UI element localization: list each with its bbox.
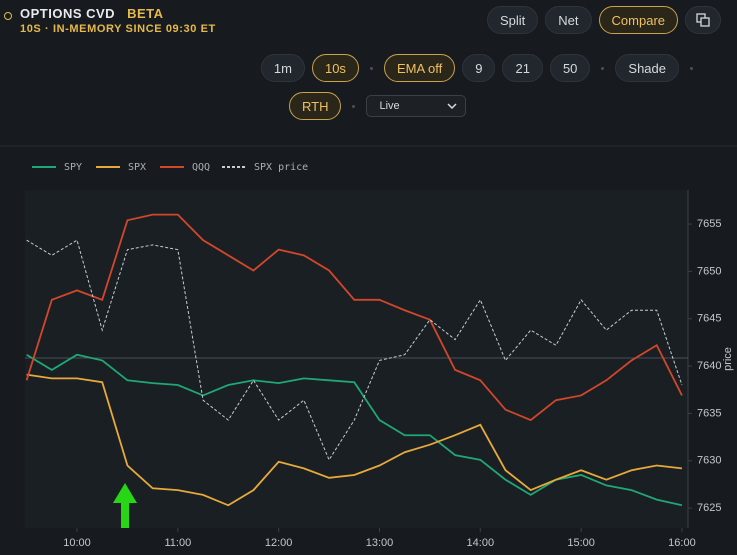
series-line (25, 213, 683, 422)
button[interactable]: Shade (615, 54, 679, 82)
view-buttons: Split Net Compare (487, 6, 721, 34)
separator (352, 104, 356, 108)
series-line (26, 353, 683, 507)
button[interactable]: 9 (462, 54, 496, 82)
title-text: OPTIONS CVD (20, 6, 116, 21)
legend-label: SPX price (254, 162, 308, 173)
button[interactable]: 21 (502, 54, 543, 82)
legend-label: SPX (128, 162, 146, 173)
separator (601, 66, 605, 70)
series-line (26, 373, 683, 507)
caret (447, 103, 458, 110)
y2-tick-label: 7635 (697, 407, 721, 419)
popout-button[interactable] (685, 6, 721, 34)
select-value: Live (379, 100, 400, 112)
y2-tick-label: 7625 (697, 502, 721, 514)
y2-axis-label: price (722, 347, 734, 371)
legend-label: QQQ (192, 162, 210, 173)
x-tick-label: 11:00 (164, 537, 191, 549)
annotation-arrow (113, 483, 137, 528)
x-tick-label: 12:00 (265, 537, 293, 549)
toolbar: 1m 10s EMA off 9 21 50 Shade (260, 54, 697, 82)
button[interactable]: RTH (289, 92, 342, 120)
button[interactable]: Split (487, 6, 539, 34)
y2-tick-label: 7650 (697, 265, 721, 277)
app-title: OPTIONS CVD BETA (20, 6, 164, 21)
y2-tick-label: 7645 (697, 313, 721, 325)
separator (369, 66, 373, 70)
status-indicator (4, 12, 12, 20)
button[interactable]: 10s (311, 54, 359, 82)
button[interactable]: Compare (598, 6, 678, 34)
x-tick-label: 15:00 (567, 537, 595, 549)
button[interactable]: Net (545, 6, 592, 34)
y2-tick-label: 7655 (697, 218, 721, 230)
x-tick-label: 10:00 (63, 537, 91, 549)
beta-badge: BETA (127, 6, 164, 21)
button[interactable]: 1m (260, 54, 305, 82)
subtitle: 10S · IN-MEMORY SINCE 09:30 ET (20, 23, 216, 35)
legend-label: SPY (64, 162, 82, 173)
y2-tick-label: 7630 (697, 455, 721, 467)
y2-tick-label: 7640 (697, 360, 721, 372)
toolbar-2: RTH Live (289, 92, 467, 120)
mode-select[interactable]: Live (366, 95, 467, 117)
select-caret (447, 100, 458, 112)
x-tick-label: 16:00 (668, 537, 696, 549)
separator (690, 66, 693, 70)
popout-icon (696, 13, 710, 27)
series-line (26, 239, 683, 461)
x-tick-label: 13:00 (366, 537, 394, 549)
button[interactable]: EMA off (383, 54, 456, 82)
x-tick-label: 14:00 (467, 537, 495, 549)
button[interactable]: 50 (549, 54, 591, 82)
